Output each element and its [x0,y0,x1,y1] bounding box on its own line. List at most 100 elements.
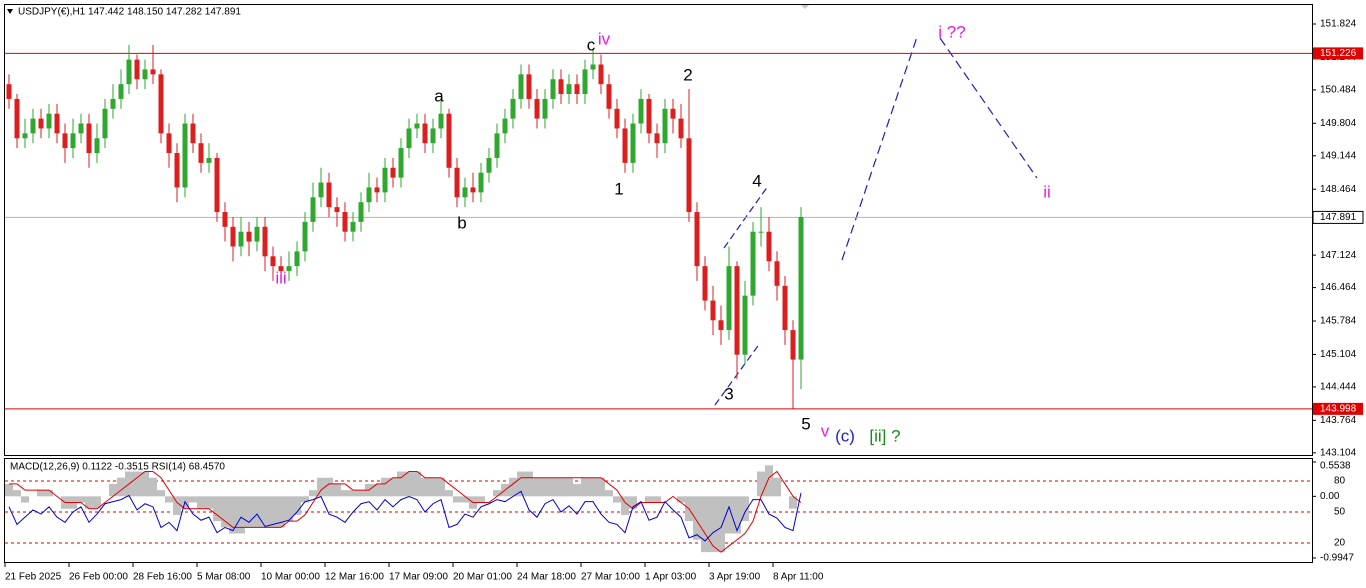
wave-label: b [457,213,466,232]
candle-body [94,138,100,154]
macd-bar [605,490,613,497]
macd-bar [549,477,557,497]
macd-bar [117,477,125,497]
candle-body [46,113,52,129]
x-tick-label: 21 Feb 2025 [5,572,62,583]
macd-bar [309,490,317,497]
candle-body [774,261,780,286]
candle-body [638,98,644,124]
macd-bar [157,490,165,497]
chart-header: USDJPY(€),H1 147.442 148.150 147.282 147… [18,7,241,18]
y-tick-label: 150.484 [1320,85,1357,96]
macd-bar [229,496,237,534]
macd-bar [613,496,621,503]
y-tick-label: 143.104 [1320,447,1357,458]
macd-bar [533,477,541,497]
y-tick-label: 0.00 [1320,491,1340,502]
wave-label: c [587,35,596,54]
candle-body [478,172,484,193]
menu-arrow[interactable] [7,9,13,14]
candle-body [646,98,652,134]
macd-bar [453,496,461,503]
x-tick-label: 27 Mar 10:00 [581,572,640,583]
candle-body [310,197,316,222]
y2-tick-label: 20 [1334,538,1346,549]
macd-bar [261,496,269,528]
wave-label: v [821,421,830,440]
y-tick-label: 0.5538 [1320,461,1351,472]
wave-label: iv [598,29,611,48]
x-tick-label: 8 Apr 11:00 [773,572,824,583]
macd-bar [357,490,365,497]
macd-bar [189,496,197,503]
y-tick-label: 148.464 [1320,184,1357,195]
macd-bar [245,496,253,528]
macd-bar [37,490,45,497]
candle-body [726,266,732,331]
macd-bar [5,483,13,497]
x-tick-label: 28 Feb 16:00 [133,572,192,583]
candle-body [686,138,692,213]
macd-bar [349,490,357,497]
macd-bar [21,496,29,503]
macd-bar [213,496,221,522]
candle-body [246,231,252,242]
level-label: 151.226 [1320,48,1357,59]
candle-body [782,285,788,331]
macd-bar [421,477,429,497]
macd-bar [133,471,141,497]
macd-bar [541,477,549,497]
candle-body [6,84,12,99]
wave-label: 1 [614,179,623,198]
candle-body [382,167,388,193]
macd-bar [445,490,453,497]
y-tick-label: 143.764 [1320,415,1357,426]
candle-body [86,123,92,154]
candle-body [654,133,660,144]
macd-bar [597,477,605,497]
candle-body [318,182,324,198]
candle-body [262,226,268,257]
candle-body [518,74,524,99]
macd-bar [461,496,469,503]
candle-body [790,330,796,360]
candle-body [462,187,468,198]
candle-body [734,266,740,355]
macd-bar [493,490,501,497]
candle-body [422,123,428,144]
y-tick-label: 151.824 [1320,19,1357,30]
candle-body [214,157,220,213]
candle-body [678,118,684,139]
candle-body [158,74,164,134]
macd-bar [405,471,413,497]
x-tick-label: 26 Feb 00:00 [69,572,128,583]
wave-label: ii [1043,182,1051,201]
candle-body [182,123,188,188]
macd-bar [45,490,53,497]
x-tick-label: 5 Mar 08:00 [197,572,251,583]
candle-body [350,221,356,232]
macd-bar [277,496,285,528]
level-label-box [1313,402,1363,415]
candle-body [622,128,628,163]
candle-body [206,157,212,163]
x-tick-label: 3 Apr 19:00 [709,572,761,583]
macd-bar [285,496,293,522]
price-panel-frame [4,4,1313,456]
candle-body [174,153,180,188]
macd-bar [109,483,117,497]
candle-body [190,123,196,144]
candle-body [230,226,236,247]
last-price-label: 147.891 [1320,212,1357,223]
macd-bar [437,477,445,497]
macd-bar [141,471,149,497]
projection-down [939,37,1038,179]
level-label-box [1313,47,1363,60]
macd-bar [205,496,213,509]
macd-bar [765,465,773,497]
macd-bar [773,477,781,497]
candle-body [446,113,452,168]
x-tick-label: 1 Apr 03:00 [645,572,697,583]
candle-body [270,256,276,267]
candle-body [198,143,204,163]
